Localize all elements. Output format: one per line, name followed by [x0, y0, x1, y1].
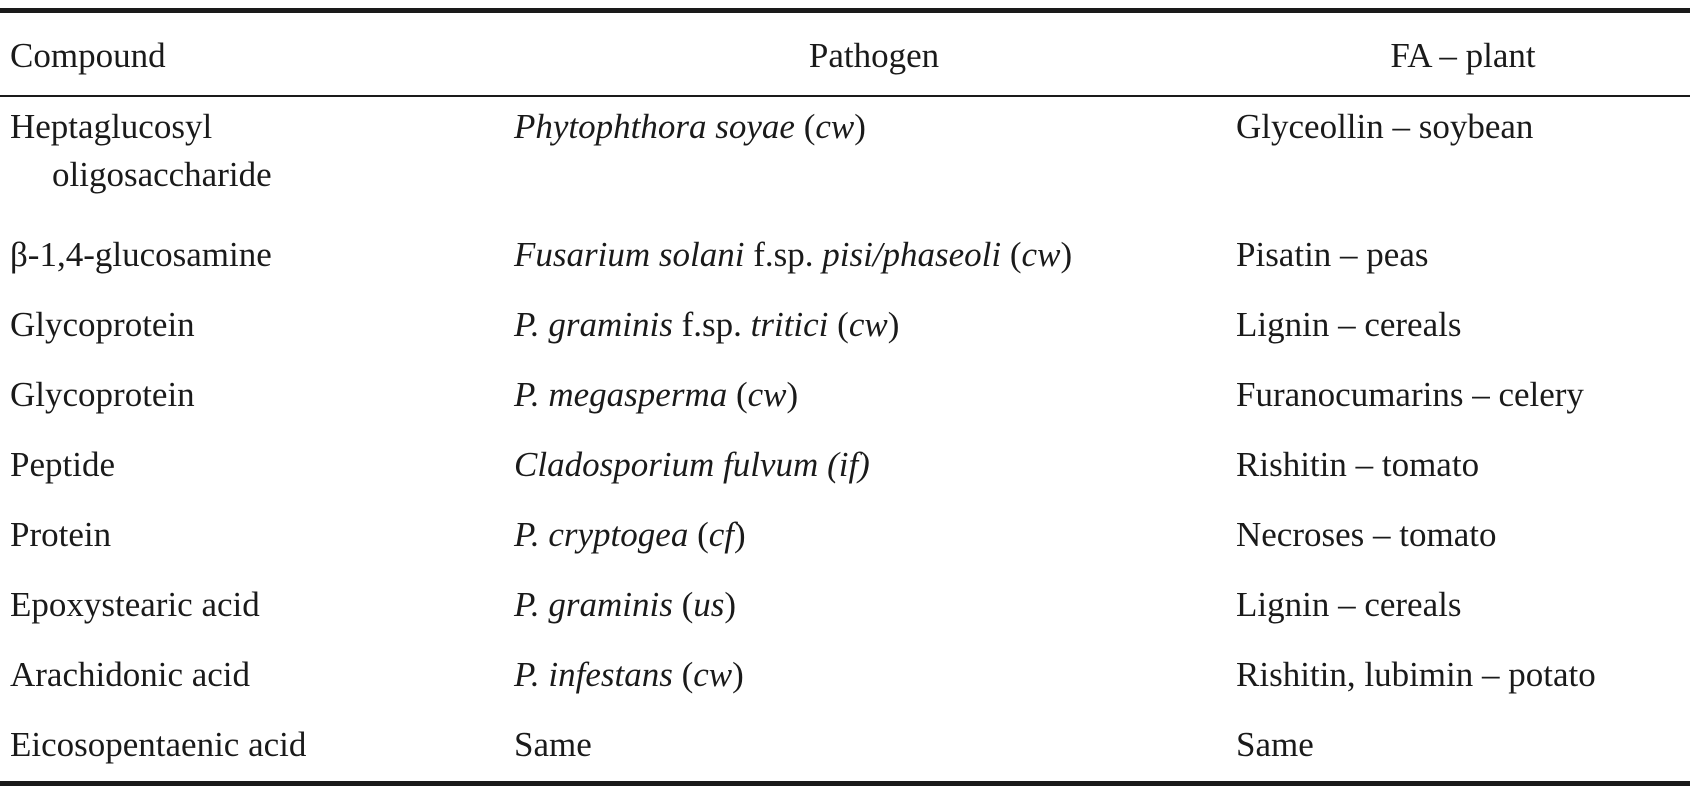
table-body: Heptaglucosyl oligosaccharide Phytophtho… — [0, 96, 1690, 784]
table-row: Glycoprotein P. graminis f.sp. tritici (… — [0, 291, 1690, 361]
pathogen-text: ( — [794, 107, 816, 146]
pathogen-italic-text: cw — [848, 305, 888, 344]
compound-line-1: Heptaglucosyl — [10, 107, 213, 146]
cell-pathogen: P. infestans (cw) — [512, 641, 1236, 711]
table-row: Glycoprotein P. megasperma (cw) Furanocu… — [0, 361, 1690, 431]
table-row: Arachidonic acid P. infestans (cw) Rishi… — [0, 641, 1690, 711]
cell-fa-plant: Necroses – tomato — [1236, 515, 1497, 554]
pathogen-text: ) — [732, 655, 744, 694]
pathogen-italic-text: Cladosporium fulvum (if) — [514, 445, 870, 484]
pathogen-italic-text: us — [693, 585, 725, 624]
pathogen-italic-text: P. cryptogea — [514, 515, 689, 554]
cell-pathogen: P. graminis f.sp. tritici (cw) — [512, 291, 1236, 361]
pathogen-italic-text: cw — [815, 107, 855, 146]
pathogen-italic-text: cw — [693, 655, 733, 694]
pathogen-text: ) — [786, 375, 799, 414]
pathogen-italic-text: P. graminis — [514, 305, 673, 344]
cell-pathogen: Phytophthora soyae (cw) — [512, 96, 1236, 221]
header-fa-plant: FA – plant — [1390, 36, 1536, 75]
pathogen-text: Same — [514, 725, 592, 764]
cell-fa-plant: Lignin – cereals — [1236, 585, 1462, 624]
table-row: β-1,4-glucosamine Fusarium solani f.sp. … — [0, 221, 1690, 291]
cell-pathogen: Same — [512, 711, 1236, 784]
cell-compound: Protein — [10, 515, 112, 554]
cell-fa-plant: Lignin – cereals — [1236, 305, 1462, 344]
header-pathogen: Pathogen — [808, 36, 940, 75]
cell-fa-plant: Pisatin – peas — [1236, 235, 1429, 274]
cell-fa-plant: Furanocumarins – celery — [1236, 375, 1584, 414]
cell-pathogen: Fusarium solani f.sp. pisi/phaseoli (cw) — [512, 221, 1236, 291]
pathogen-text: ( — [672, 585, 694, 624]
pathogen-text: ) — [724, 585, 737, 624]
compound-line-2: oligosaccharide — [52, 155, 272, 194]
pathogen-italic-text: P. megasperma — [514, 375, 728, 414]
cell-compound: Glycoprotein — [10, 375, 195, 414]
elicitor-table: Compound Pathogen FA – plant Heptaglucos… — [0, 8, 1690, 786]
cell-fa-plant: Rishitin, lubimin – potato — [1236, 655, 1596, 694]
header-compound: Compound — [10, 36, 166, 75]
table-row: Protein P. cryptogea (cf) Necroses – tom… — [0, 501, 1690, 571]
pathogen-italic-text: P. graminis — [514, 585, 673, 624]
table-row: Heptaglucosyl oligosaccharide Phytophtho… — [0, 96, 1690, 221]
pathogen-italic-text: pisi/phaseoli — [822, 235, 1002, 274]
pathogen-text: ( — [828, 305, 849, 344]
pathogen-italic-text: tritici — [750, 305, 829, 344]
pathogen-text: ) — [734, 515, 746, 554]
header-row: Compound Pathogen FA – plant — [0, 10, 1690, 96]
cell-compound: β-1,4-glucosamine — [10, 235, 272, 274]
cell-compound: Eicosopentaenic acid — [10, 725, 307, 764]
cell-fa-plant: Rishitin – tomato — [1236, 445, 1480, 484]
pathogen-text: ) — [887, 305, 900, 344]
cell-compound: Epoxystearic acid — [10, 585, 260, 624]
pathogen-text: ) — [1060, 235, 1073, 274]
elicitor-table-container: Compound Pathogen FA – plant Heptaglucos… — [0, 8, 1690, 786]
cell-pathogen: P. megasperma (cw) — [512, 361, 1236, 431]
pathogen-italic-text: cf — [708, 515, 734, 554]
pathogen-italic-text: Phytophthora soyae — [514, 107, 795, 146]
pathogen-italic-text: cw — [747, 375, 787, 414]
pathogen-text: ( — [727, 375, 748, 414]
cell-pathogen: P. graminis (us) — [512, 571, 1236, 641]
cell-pathogen: P. cryptogea (cf) — [512, 501, 1236, 571]
pathogen-text: f.sp. — [744, 235, 823, 274]
table-header: Compound Pathogen FA – plant — [0, 10, 1690, 96]
pathogen-text: ( — [1001, 235, 1022, 274]
cell-fa-plant: Same — [1236, 725, 1314, 764]
cell-fa-plant: Glyceollin – soybean — [1236, 107, 1534, 146]
table-row: Peptide Cladosporium fulvum (if) Rishiti… — [0, 431, 1690, 501]
cell-compound: Glycoprotein — [10, 305, 195, 344]
cell-compound: Peptide — [10, 445, 115, 484]
pathogen-italic-text: Fusarium solani — [514, 235, 745, 274]
pathogen-text: f.sp. — [672, 305, 751, 344]
pathogen-italic-text: cw — [1021, 235, 1061, 274]
table-row: Epoxystearic acid P. graminis (us) Ligni… — [0, 571, 1690, 641]
pathogen-text: ( — [672, 655, 694, 694]
cell-compound: Arachidonic acid — [10, 655, 251, 694]
cell-pathogen: Cladosporium fulvum (if) — [512, 431, 1236, 501]
pathogen-italic-text: P. infestans — [514, 655, 673, 694]
table-row: Eicosopentaenic acid Same Same — [0, 711, 1690, 784]
pathogen-text: ) — [854, 107, 866, 146]
pathogen-text: ( — [688, 515, 709, 554]
cell-compound: Heptaglucosyl oligosaccharide — [0, 96, 512, 221]
